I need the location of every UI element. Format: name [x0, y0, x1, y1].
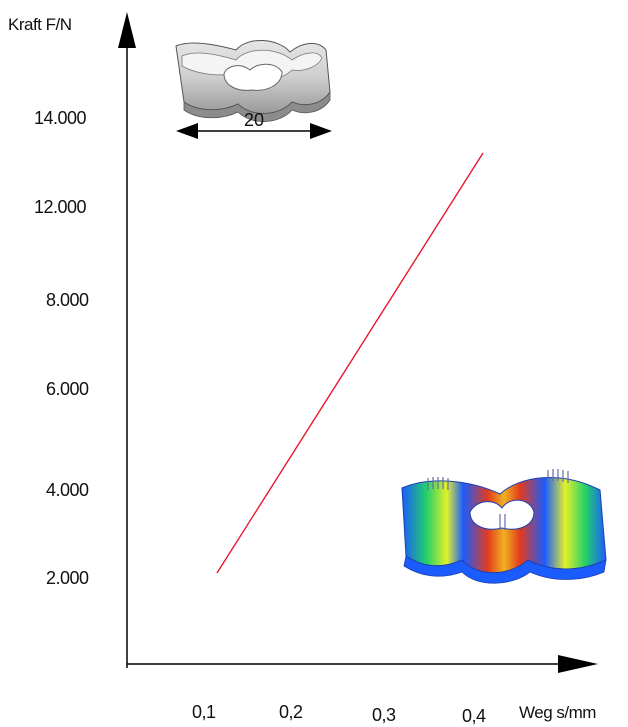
- fem-stress-plot-illustration: [401, 469, 607, 584]
- y-tick-label: 12.000: [34, 197, 87, 217]
- dimension-arrow: 20: [176, 110, 332, 139]
- y-axis-title: Kraft F/N: [8, 15, 72, 34]
- undeformed-part-illustration: [175, 39, 331, 122]
- x-tick-label: 0,2: [279, 702, 303, 722]
- x-axis: [127, 655, 598, 673]
- y-axis: [118, 12, 136, 668]
- y-axis-arrow: [118, 12, 136, 48]
- y-tick-label: 4.000: [46, 480, 89, 500]
- series-line-force-displacement: [216, 152, 484, 574]
- y-tick-label: 6.000: [46, 379, 89, 399]
- x-axis-title: Weg s/mm: [519, 703, 596, 722]
- x-axis-arrow: [558, 655, 598, 673]
- x-tick-label: 0,3: [372, 705, 396, 725]
- y-tick-label: 14.000: [34, 108, 87, 128]
- x-tick-label: 0,4: [462, 706, 486, 726]
- y-tick-label: 8.000: [46, 290, 89, 310]
- y-tick-label: 2.000: [46, 568, 89, 588]
- x-tick-label: 0,1: [192, 702, 216, 722]
- dimension-label: 20: [244, 110, 264, 130]
